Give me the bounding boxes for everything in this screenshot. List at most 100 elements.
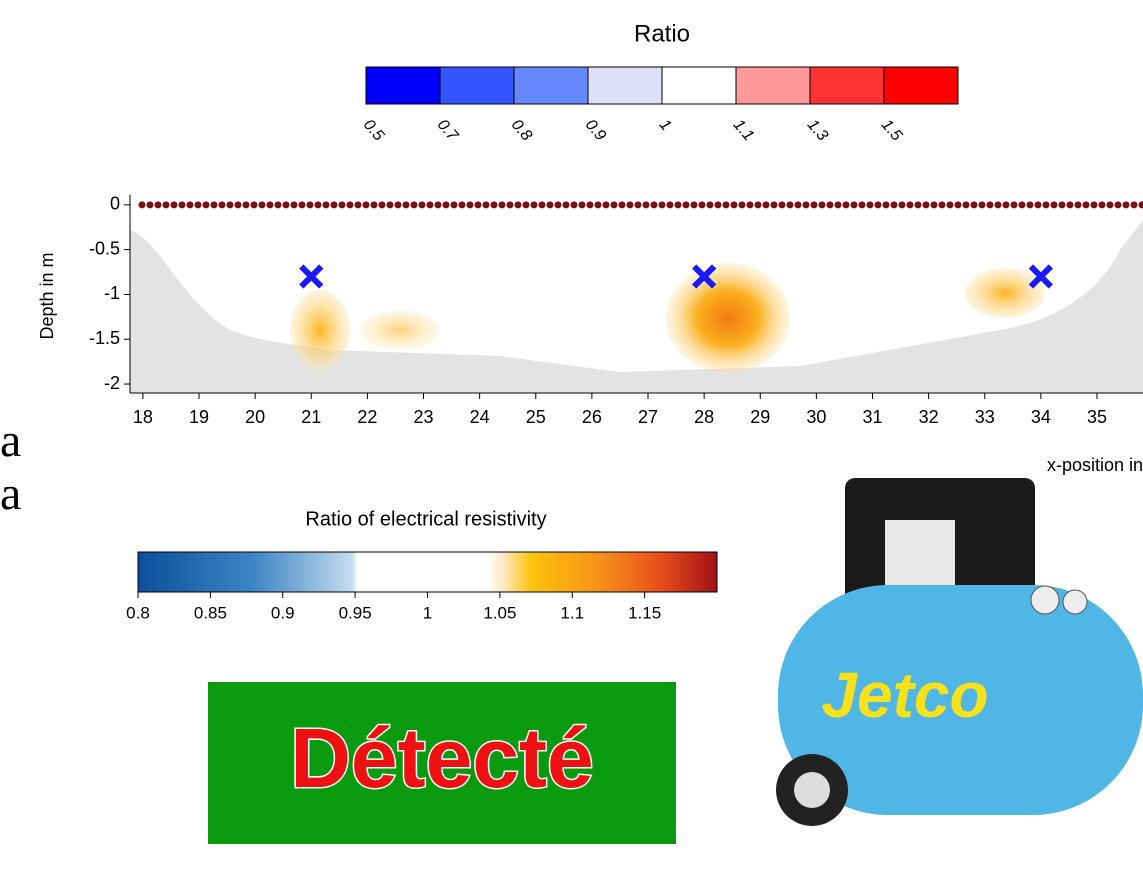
x-tick-label: 23 <box>414 407 434 427</box>
electrode <box>1019 201 1026 208</box>
x-tick-label: 19 <box>189 407 209 427</box>
x-tick-label: 25 <box>526 407 546 427</box>
colorbar-tick-label: 0.8 <box>126 603 150 622</box>
electrode <box>443 201 450 208</box>
electrode <box>499 201 506 208</box>
electrode <box>723 201 730 208</box>
y-tick-label: -1.5 <box>89 328 120 348</box>
electrode <box>731 201 738 208</box>
electrode <box>1067 201 1074 208</box>
electrode <box>195 201 202 208</box>
electrode <box>459 201 466 208</box>
legend-swatch <box>440 67 514 104</box>
electrode <box>875 201 882 208</box>
electrode <box>235 201 242 208</box>
electrode <box>203 201 210 208</box>
electrode <box>355 201 362 208</box>
colorbar-tick-label: 0.85 <box>194 603 227 622</box>
electrode <box>883 201 890 208</box>
electrode <box>387 201 394 208</box>
legend-swatch <box>514 67 588 104</box>
colorbar-tick-label: 0.9 <box>271 603 295 622</box>
y-tick-label: 0 <box>110 194 120 214</box>
electrode <box>563 201 570 208</box>
electrode <box>931 201 938 208</box>
electrode <box>603 201 610 208</box>
x-tick-label: 28 <box>694 407 714 427</box>
electrode <box>275 201 282 208</box>
marker <box>301 267 321 287</box>
electrode <box>819 201 826 208</box>
x-tick-label: 26 <box>582 407 602 427</box>
electrode <box>955 201 962 208</box>
photo: Jetco <box>776 478 1143 826</box>
electrode <box>843 201 850 208</box>
electrode <box>587 201 594 208</box>
x-tick-label: 32 <box>919 407 939 427</box>
electrode <box>171 201 178 208</box>
electrode <box>1091 201 1098 208</box>
y-axis-label: Depth in m <box>37 252 57 339</box>
electrode <box>435 201 442 208</box>
electrode <box>859 201 866 208</box>
legend-swatch <box>366 67 440 104</box>
electrode <box>763 201 770 208</box>
x-tick-label: 30 <box>806 407 826 427</box>
electrode <box>1003 201 1010 208</box>
electrode <box>1115 201 1122 208</box>
electrode <box>987 201 994 208</box>
electrode <box>747 201 754 208</box>
slide: a a Ratio Depth in m x-position in Ratio… <box>0 0 1143 872</box>
electrode <box>515 201 522 208</box>
electrode <box>667 201 674 208</box>
legend-tick-label: 1.5 <box>878 116 905 144</box>
electrode <box>707 201 714 208</box>
electrode <box>403 201 410 208</box>
electrode <box>643 201 650 208</box>
electrode <box>1083 201 1090 208</box>
legend-swatch <box>662 67 736 104</box>
electrode <box>219 201 226 208</box>
legend-tick-label: 1.3 <box>804 116 831 144</box>
electrode <box>283 201 290 208</box>
anomaly <box>290 290 350 370</box>
electrode <box>411 201 418 208</box>
legend-tick-label: 0.7 <box>434 116 462 145</box>
x-tick-label: 35 <box>1087 407 1107 427</box>
colorbar <box>138 552 717 592</box>
electrode <box>299 201 306 208</box>
x-axis-label: x-position in <box>1047 455 1143 475</box>
electrode <box>963 201 970 208</box>
electrode <box>531 201 538 208</box>
electrode <box>739 201 746 208</box>
electrode <box>627 201 634 208</box>
electrode <box>211 201 218 208</box>
electrode <box>939 201 946 208</box>
electrode <box>1035 201 1042 208</box>
electrode <box>579 201 586 208</box>
electrode <box>1107 201 1114 208</box>
colorbar-tick-label: 1 <box>423 603 432 622</box>
electrode <box>1139 201 1143 208</box>
electrode <box>611 201 618 208</box>
legend-swatch <box>588 67 662 104</box>
electrode <box>659 201 666 208</box>
electrode <box>547 201 554 208</box>
electrode <box>995 201 1002 208</box>
colorbar-tick-label: 1.1 <box>560 603 584 622</box>
anomaly <box>965 268 1045 318</box>
x-tick-label: 24 <box>470 407 490 427</box>
legend-tick-label: 0.8 <box>508 116 535 144</box>
electrode <box>923 201 930 208</box>
electrode <box>1099 201 1106 208</box>
electrode <box>787 201 794 208</box>
electrode <box>795 201 802 208</box>
electrode <box>1027 201 1034 208</box>
electrode <box>155 201 162 208</box>
anomaly <box>360 310 440 350</box>
electrode <box>363 201 370 208</box>
electrode <box>267 201 274 208</box>
x-tick-label: 21 <box>301 407 321 427</box>
electrode <box>915 201 922 208</box>
electrode <box>755 201 762 208</box>
